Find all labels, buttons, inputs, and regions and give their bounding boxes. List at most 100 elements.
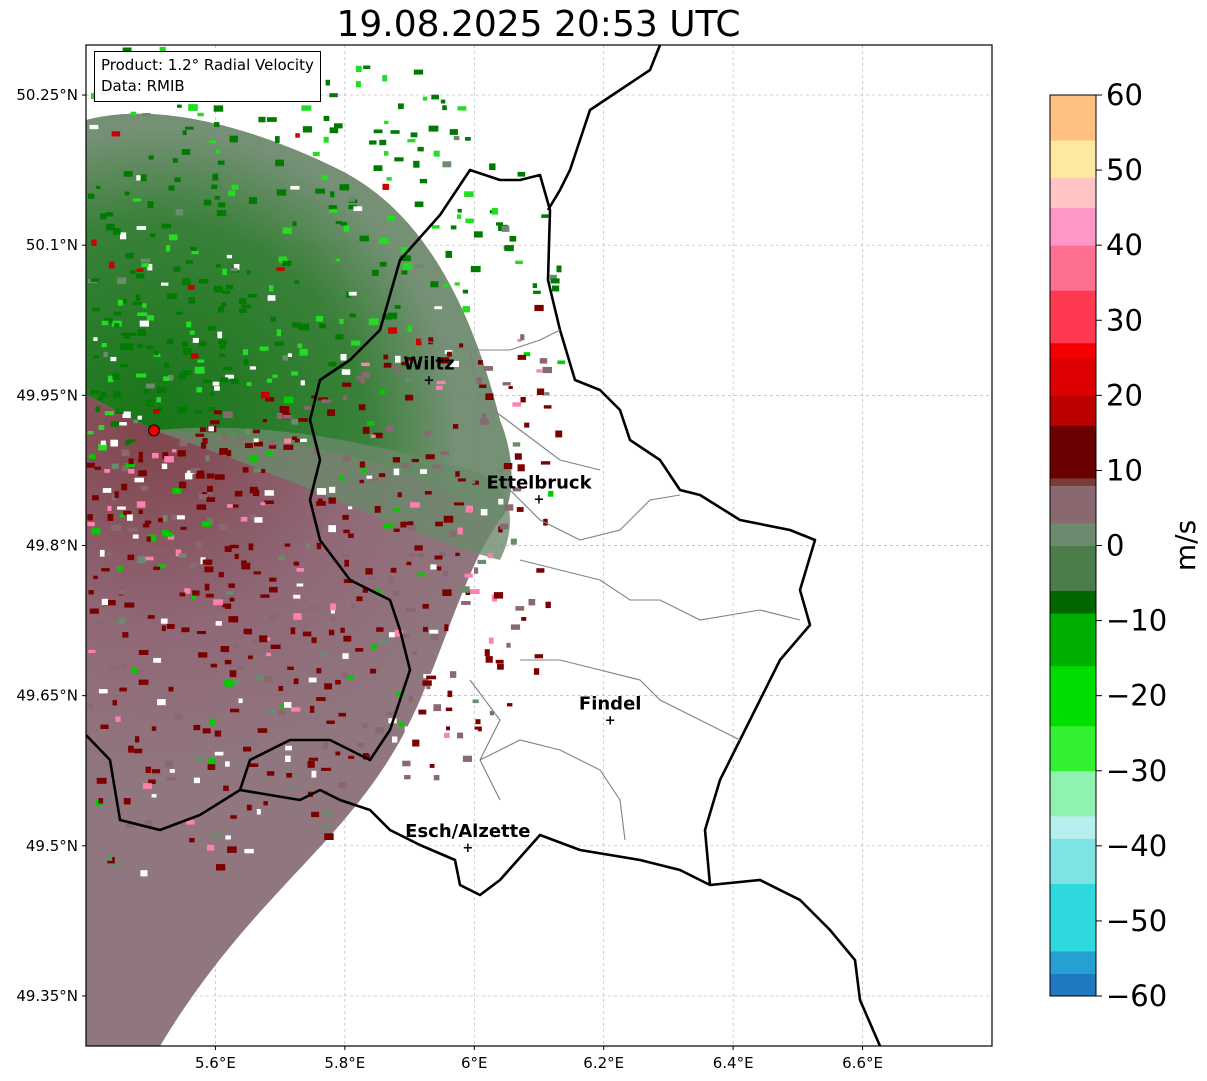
radar-gate (393, 528, 400, 532)
radar-gate (195, 433, 205, 437)
colorbar-segment (1050, 973, 1096, 997)
radar-gate (125, 343, 134, 351)
radar-gate (439, 551, 444, 558)
radar-gate (148, 779, 156, 784)
radar-gate (185, 126, 194, 130)
radar-gate (290, 185, 300, 190)
radar-gate (108, 261, 115, 269)
radar-gate (208, 407, 215, 412)
radar-gate (260, 391, 270, 399)
radar-gate (431, 94, 439, 100)
radar-gate (319, 323, 326, 329)
radar-gate (183, 348, 192, 355)
radar-gate (379, 139, 387, 146)
radar-gate (424, 491, 432, 495)
radar-gate (121, 449, 130, 457)
radar-gate (118, 617, 126, 625)
radar-gate (398, 722, 405, 727)
radar-gate (362, 371, 371, 379)
radar-gate (175, 622, 182, 628)
radar-gate (189, 330, 195, 335)
radar-gate (119, 343, 129, 350)
radar-gate (230, 267, 238, 272)
colorbar-segment (1050, 545, 1096, 592)
radar-gate (254, 675, 264, 681)
radar-gate (512, 402, 521, 407)
radar-gate (250, 514, 257, 520)
radar-gate (298, 326, 304, 330)
radar-gate (299, 348, 308, 356)
radar-gate (454, 502, 464, 506)
radar-gate (222, 366, 232, 371)
radar-gate (188, 297, 195, 304)
radar-gate (257, 728, 268, 733)
radar-gate (286, 773, 293, 778)
radar-gate (362, 587, 368, 593)
canton-border (469, 349, 601, 471)
radar-gate (242, 467, 249, 473)
radar-gate (442, 589, 452, 596)
radar-gate (407, 357, 415, 361)
radar-gate (259, 635, 268, 643)
radar-gate (366, 82, 376, 89)
radar-gate (161, 625, 166, 632)
radar-gate (266, 378, 273, 383)
radar-gate (316, 668, 322, 674)
radar-gate (282, 227, 292, 234)
colorbar-segment (1050, 725, 1096, 772)
radar-gate (111, 860, 119, 867)
radar-gate (135, 736, 140, 743)
radar-gate (94, 466, 101, 470)
radar-gate (514, 453, 522, 460)
radar-gate (210, 718, 216, 726)
radar-gate (473, 729, 478, 736)
radar-gate (132, 534, 139, 539)
radar-gate (303, 406, 312, 410)
radar-gate (408, 696, 414, 702)
radar-gate (412, 739, 420, 747)
colorbar-segment (1050, 815, 1096, 839)
radar-gate (455, 552, 460, 556)
radar-gate (459, 343, 464, 348)
radar-gate (222, 268, 227, 276)
radar-gate (335, 679, 341, 685)
radar-gate (142, 303, 147, 308)
radar-gate (383, 523, 394, 529)
city-marker: + (462, 841, 473, 856)
radar-gate (161, 282, 169, 286)
radar-gate (174, 713, 184, 721)
radar-gate (324, 833, 334, 840)
radar-gate (390, 567, 397, 573)
radar-gate (221, 302, 226, 307)
radar-gate (504, 245, 514, 252)
radar-gate (301, 105, 312, 111)
radar-gate (164, 456, 174, 463)
radar-gate (124, 602, 135, 608)
cities: +Wiltz+Ettelbruck+Findel+Esch/Alzette (403, 353, 641, 855)
radar-gate (191, 250, 199, 255)
radar-gate (551, 630, 560, 636)
radar-gate (391, 365, 399, 370)
colorbar-segment (1050, 665, 1096, 727)
radar-gate (546, 423, 553, 428)
radar-gate (370, 644, 377, 650)
radar-gate (544, 392, 550, 396)
radar-gate (147, 615, 155, 619)
colorbar-tick-label: 10 (1106, 453, 1143, 487)
radar-gate (217, 160, 225, 165)
radar-gate (231, 184, 239, 190)
radar-gate (444, 624, 449, 632)
radar-gate (110, 421, 120, 427)
data-source-label: Data: RMIB (101, 77, 185, 95)
radar-gate (153, 566, 160, 571)
radar-gate (342, 514, 349, 520)
radar-gate (113, 390, 121, 398)
radar-gate (522, 232, 531, 238)
radar-gate (198, 279, 209, 284)
radar-gate (146, 536, 151, 542)
radar-gate (444, 732, 450, 738)
radar-gate (253, 468, 262, 473)
radar-gate (457, 208, 462, 213)
radar-gate (153, 409, 160, 414)
radar-gate (115, 716, 121, 722)
